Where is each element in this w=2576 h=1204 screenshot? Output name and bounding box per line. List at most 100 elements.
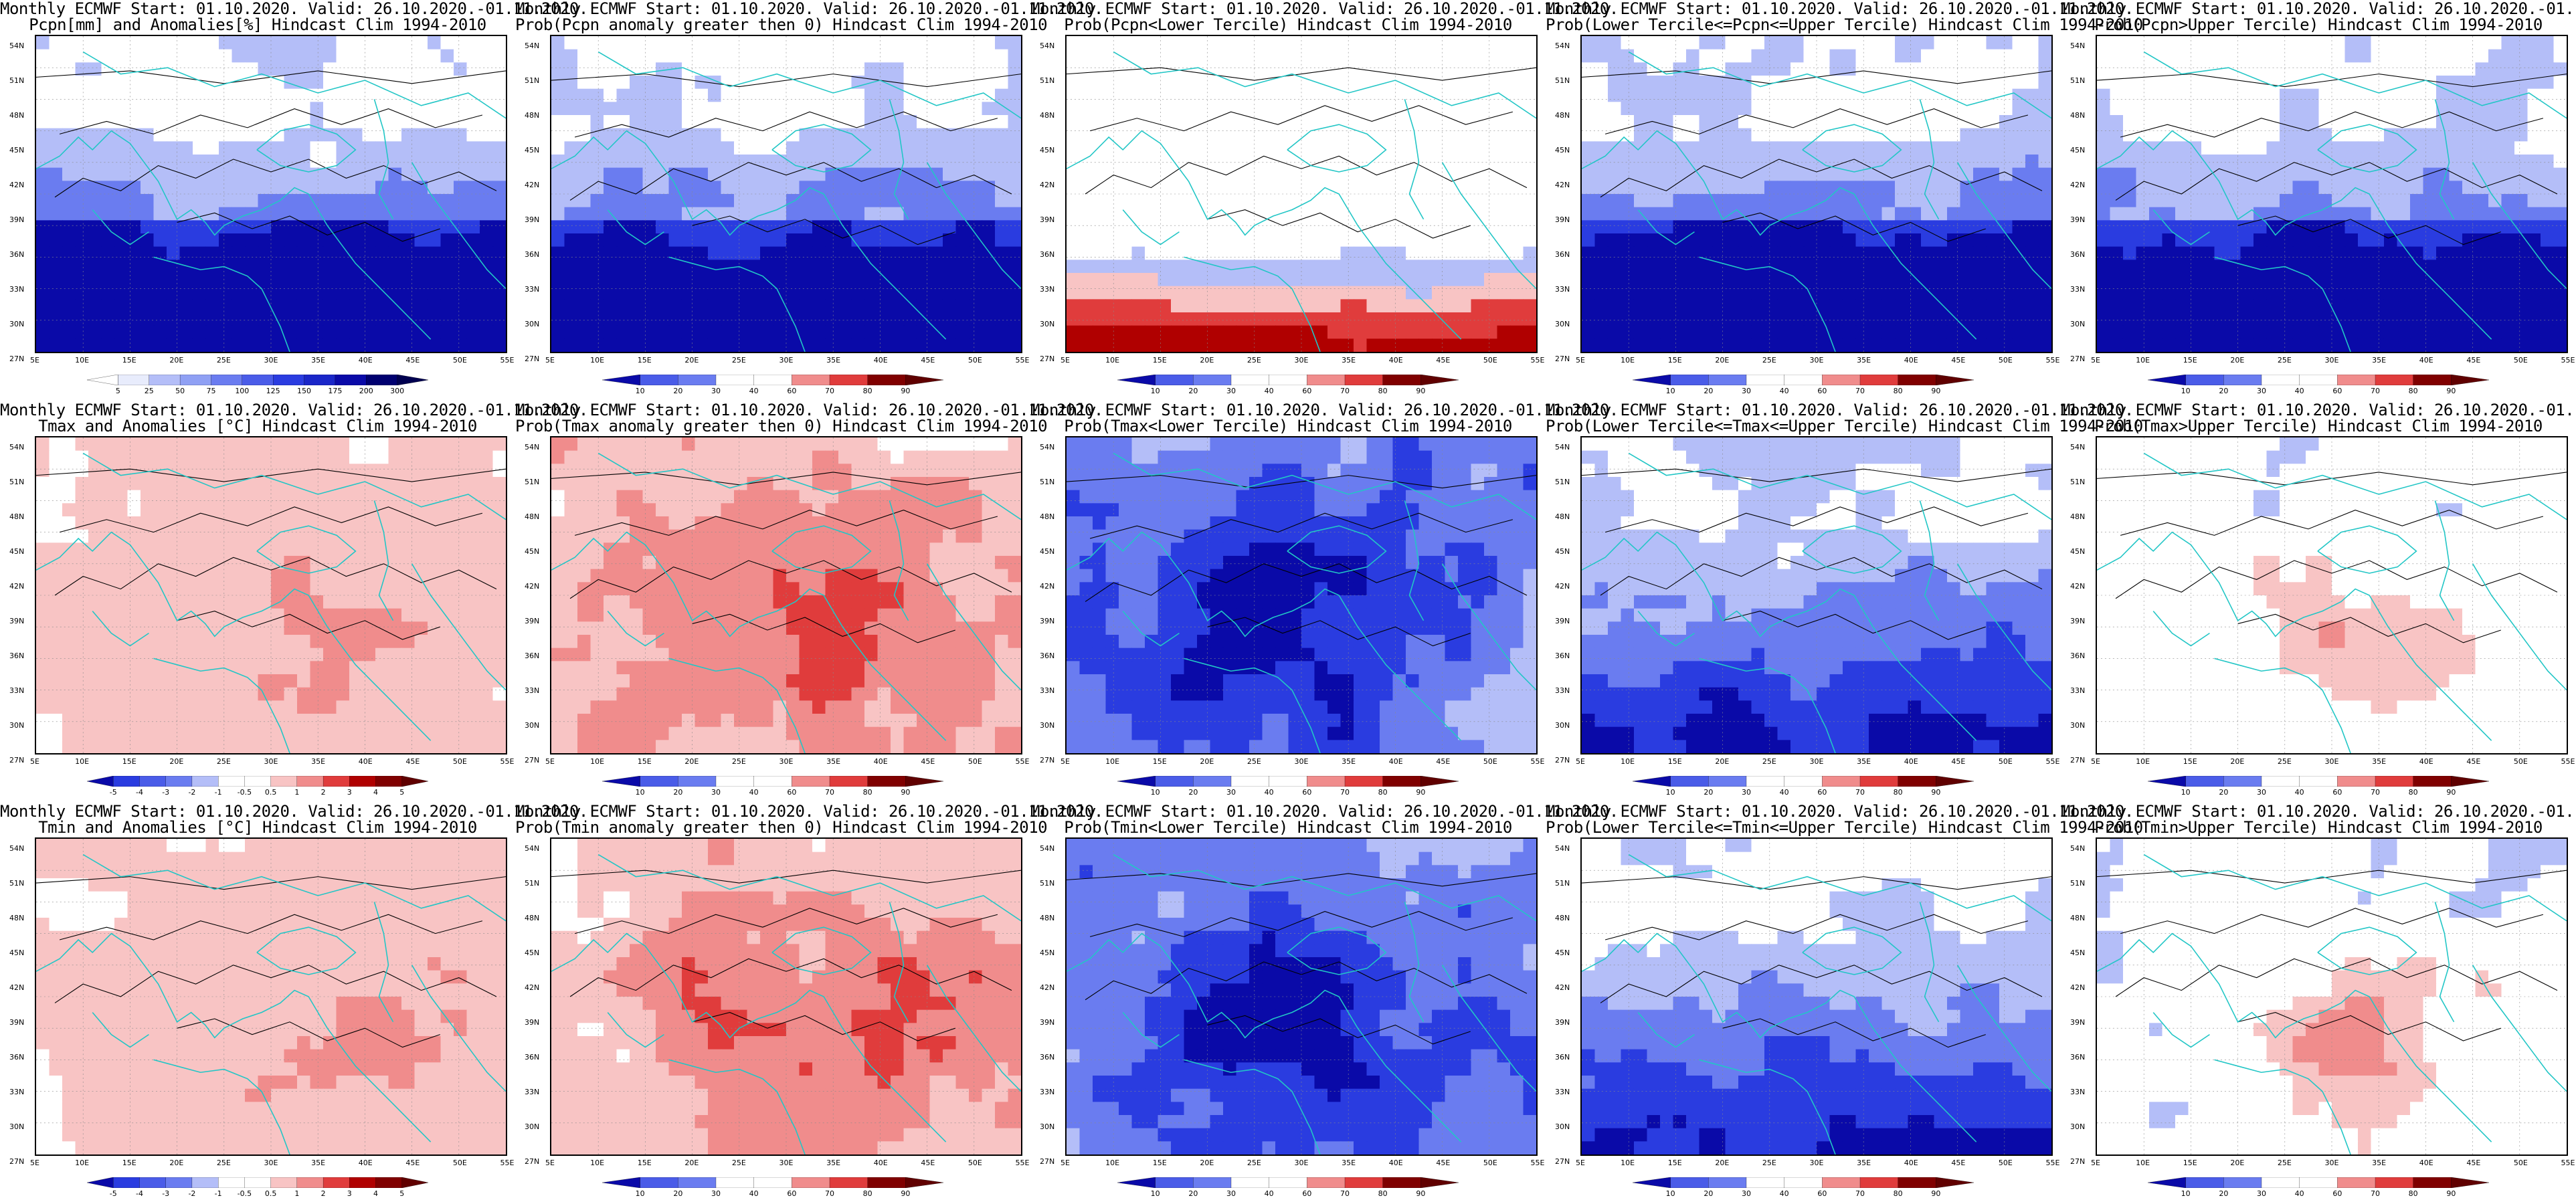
- field-cell: [1972, 246, 1987, 260]
- field-cell: [1868, 246, 1883, 260]
- field-cell: [877, 62, 891, 76]
- field-cell: [1145, 155, 1159, 169]
- field-cell: [1817, 260, 1831, 274]
- field-cell: [1380, 246, 1394, 260]
- field-cell: [1699, 207, 1713, 221]
- field-cell: [838, 128, 852, 142]
- field-cell: [1497, 325, 1511, 339]
- field-cell: [1314, 62, 1328, 76]
- field-cell: [2122, 299, 2137, 313]
- field-cell: [2475, 286, 2489, 300]
- field-cell: [630, 167, 644, 181]
- field-cell: [232, 220, 246, 234]
- latitude-label: 42N: [2070, 181, 2086, 189]
- field-cell: [153, 273, 167, 287]
- longitude-label: 20E: [1715, 356, 1730, 365]
- field-cell: [349, 115, 363, 129]
- field-cell: [1301, 338, 1315, 352]
- field-cell: [310, 450, 324, 464]
- field-cell: [336, 49, 350, 63]
- field-cell: [1647, 207, 1661, 221]
- field-cell: [1131, 194, 1145, 208]
- field-cell: [1972, 299, 1987, 313]
- field-cell: [1594, 325, 1608, 339]
- colorbar-segment: [211, 374, 243, 386]
- field-cell: [1751, 181, 1765, 195]
- field-cell: [1249, 325, 1263, 339]
- field-cell: [603, 181, 618, 195]
- field-cell: [62, 220, 76, 234]
- field-cell: [1236, 36, 1250, 50]
- field-cell: [1457, 246, 1472, 260]
- field-cell: [323, 181, 337, 195]
- field-cell: [49, 155, 63, 169]
- field-cell: [603, 102, 618, 116]
- field-cell: [2332, 62, 2346, 76]
- field-cell: [2332, 167, 2346, 181]
- field-cell: [440, 273, 454, 287]
- field-cell: [375, 155, 389, 169]
- field-cell: [864, 128, 879, 142]
- isoline: [569, 162, 1012, 201]
- field-cell: [205, 220, 219, 234]
- field-cell: [2201, 260, 2215, 274]
- field-cell: [1855, 102, 1869, 116]
- field-cell: [1196, 260, 1211, 274]
- field-cell: [1158, 194, 1172, 208]
- field-cell: [668, 338, 682, 352]
- field-cell: [1673, 167, 1687, 181]
- field-cell: [1960, 88, 1974, 102]
- field-cell: [1777, 312, 1791, 326]
- field-cell: [166, 312, 181, 326]
- field-cell: [630, 312, 644, 326]
- field-cell: [480, 437, 494, 452]
- field-cell: [375, 273, 389, 287]
- field-cell: [258, 312, 272, 326]
- field-cell: [205, 273, 219, 287]
- field-cell: [49, 299, 63, 313]
- field-cell: [1380, 273, 1394, 287]
- field-cell: [2527, 62, 2541, 76]
- field-cell: [401, 88, 416, 102]
- field-cell: [49, 36, 63, 50]
- field-cell: [2136, 128, 2150, 142]
- field-cell: [1582, 338, 1596, 352]
- field-cell: [734, 338, 748, 352]
- field-cell: [1751, 299, 1765, 313]
- field-cell: [799, 260, 813, 274]
- colorbar-segment: [2185, 374, 2224, 386]
- field-cell: [2038, 338, 2051, 352]
- field-cell: [1842, 102, 1857, 116]
- field-cell: [773, 141, 787, 155]
- field-cell: [1986, 128, 2000, 142]
- field-cell: [2449, 36, 2463, 50]
- field-cell: [1275, 286, 1289, 300]
- field-cell: [1686, 128, 1700, 142]
- field-cell: [1171, 312, 1185, 326]
- field-cell: [1582, 88, 1596, 102]
- field-cell: [577, 299, 591, 313]
- field-cell: [1171, 181, 1185, 195]
- field-cell: [36, 490, 50, 504]
- field-cell: [1184, 312, 1198, 326]
- field-cell: [349, 155, 363, 169]
- field-cell: [349, 325, 363, 339]
- field-cell: [812, 246, 826, 260]
- field-cell: [375, 325, 389, 339]
- coastline: [926, 162, 1021, 290]
- field-cell: [1921, 338, 1935, 352]
- field-cell: [492, 36, 506, 50]
- field-cell: [2357, 49, 2372, 63]
- field-cell: [1621, 76, 1635, 90]
- field-cell: [2214, 325, 2228, 339]
- field-cell: [2553, 167, 2567, 181]
- field-cell: [127, 450, 141, 464]
- field-cell: [362, 36, 376, 50]
- field-cell: [695, 62, 709, 76]
- field-cell: [1751, 49, 1765, 63]
- field-cell: [62, 325, 76, 339]
- field-cell: [642, 194, 656, 208]
- field-cell: [310, 76, 324, 90]
- latitude-label: 30N: [1555, 320, 1570, 328]
